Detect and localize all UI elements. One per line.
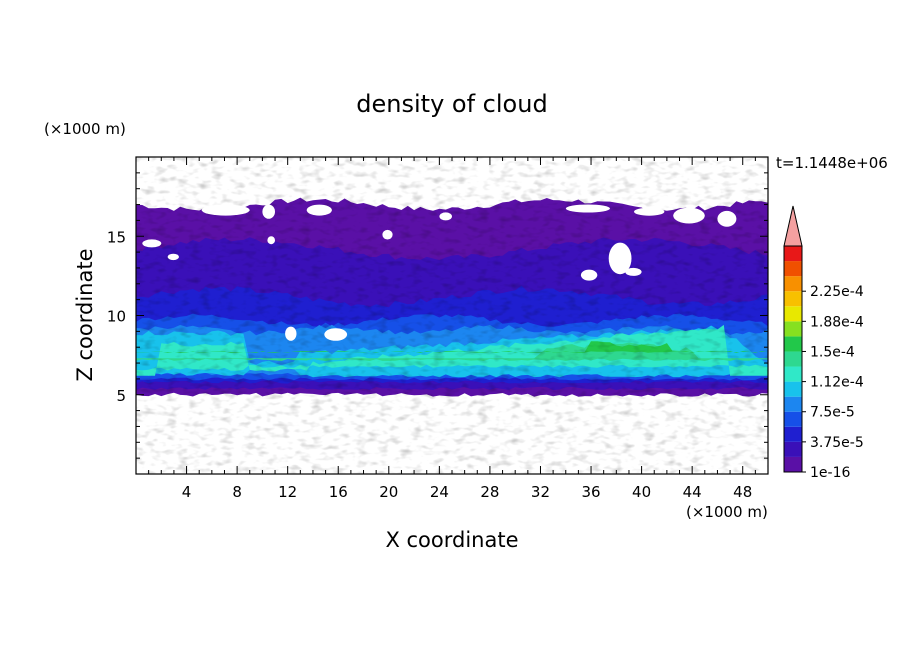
- cloud-gap-2: [306, 204, 332, 216]
- cloud-gap-7: [267, 236, 276, 245]
- x-tick-label: 4: [182, 483, 192, 501]
- cloud-gaps: [142, 204, 737, 341]
- colorbar-label: 7.5e-5: [810, 405, 855, 421]
- cloud-gap-4: [142, 239, 162, 248]
- cloud-gap-1: [262, 204, 276, 219]
- x-tick-label: 20: [379, 483, 398, 501]
- y-axis-label: Z coordinate: [73, 248, 97, 381]
- cloud-gap-10: [625, 267, 642, 276]
- colorbar: 1e-16 3.75e-5 7.5e-5 1.12e-4 1.5e-4 1.88e-4 2.…: [783, 205, 864, 481]
- time-label: t=1.1448e+06: [776, 154, 888, 172]
- x-tick-label: 16: [329, 483, 348, 501]
- colorbar-swatch: [784, 366, 802, 382]
- colorbar-swatch: [784, 261, 802, 277]
- x-tick-label: 12: [278, 483, 297, 501]
- y-tick-label: 15: [107, 228, 126, 246]
- x-tick-label: 28: [480, 483, 499, 501]
- colorbar-swatch: [784, 351, 802, 367]
- cloud-gap-0: [201, 204, 250, 216]
- x-tick-label: 24: [430, 483, 449, 501]
- texture-overlay: [136, 157, 768, 474]
- plot-area: [136, 157, 768, 474]
- x-axis-label: X coordinate: [385, 528, 518, 552]
- x-tick-label: 44: [683, 483, 702, 501]
- cloud-gap-9: [608, 242, 632, 275]
- cloud-gap-8: [580, 269, 598, 281]
- colorbar-swatch: [784, 381, 802, 397]
- x-axis: 4 8 12 16 20 24 28 32 36 40 44 48: [148, 157, 756, 501]
- x-unit-label: (×1000 m): [686, 503, 768, 521]
- y-axis: 5 10 15: [107, 172, 768, 459]
- colorbar-swatch: [784, 306, 802, 322]
- colorbar-swatch: [784, 246, 802, 262]
- cloud-gap-14: [565, 204, 611, 213]
- x-tick-label: 8: [232, 483, 242, 501]
- colorbar-swatch: [784, 456, 802, 472]
- colorbar-label: 1.12e-4: [810, 375, 864, 391]
- y-tick-label: 10: [107, 308, 126, 326]
- x-tick-label: 36: [581, 483, 600, 501]
- cloud-gap-11: [439, 212, 453, 221]
- colorbar-swatch: [784, 441, 802, 457]
- colorbar-extend-arrow: [783, 205, 803, 247]
- cloud-gap-6: [382, 229, 393, 240]
- cloud-gap-15: [634, 207, 665, 216]
- cloud-gap-16: [673, 207, 705, 224]
- colorbar-label: 3.75e-5: [810, 435, 864, 451]
- y-unit-label: (×1000 m): [44, 120, 126, 138]
- x-tick-label: 48: [733, 483, 752, 501]
- colorbar-swatch: [784, 276, 802, 292]
- cloud-gap-13: [285, 326, 297, 341]
- colorbar-swatch: [784, 426, 802, 442]
- colorbar-label: 1.88e-4: [810, 314, 864, 330]
- chart-title: density of cloud: [356, 90, 547, 118]
- y-tick-label: 5: [116, 387, 126, 405]
- colorbar-swatch: [784, 411, 802, 427]
- cloud-gap-12: [324, 328, 348, 341]
- cloud-gap-3: [717, 210, 737, 227]
- colorbar-label: 1e-16: [810, 465, 850, 481]
- colorbar-swatch: [784, 396, 802, 412]
- x-tick-label: 40: [632, 483, 651, 501]
- cloud-gap-5: [167, 253, 179, 261]
- colorbar-label: 1.5e-4: [810, 344, 855, 360]
- colorbar-label: 2.25e-4: [810, 284, 864, 300]
- colorbar-swatch: [784, 321, 802, 337]
- x-tick-label: 32: [531, 483, 550, 501]
- colorbar-frame: [783, 245, 803, 473]
- colorbar-swatch: [784, 291, 802, 307]
- colorbar-swatch: [784, 336, 802, 352]
